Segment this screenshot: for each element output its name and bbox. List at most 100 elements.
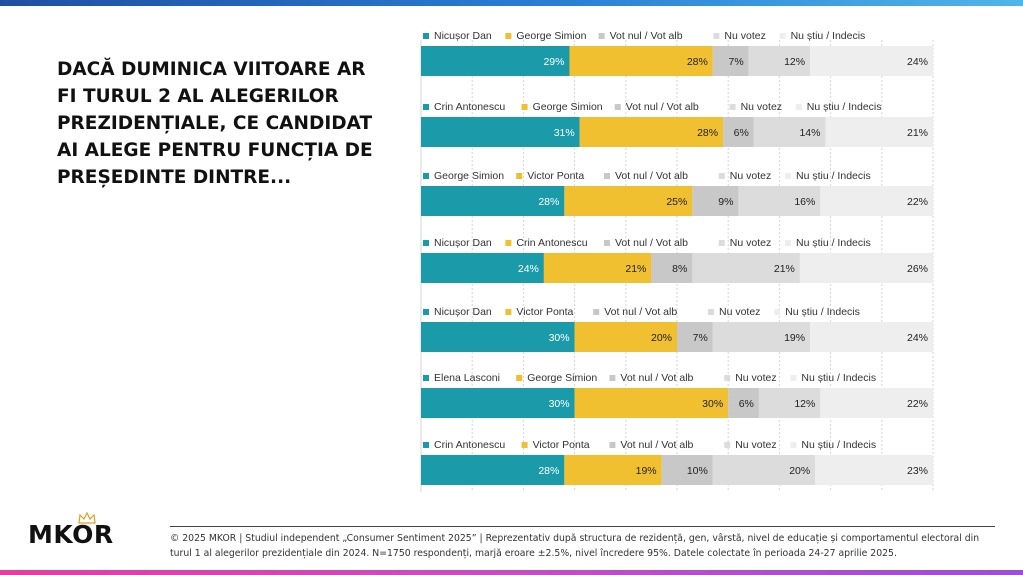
legend-label: Vot nul / Vot alb [620,372,693,384]
legend-label: George Simion [434,170,504,182]
legend-swatch [729,104,736,110]
legend-swatch [718,173,725,179]
bar-segment [564,186,693,216]
legend-label: Nu votez [735,372,776,384]
bar-segment [421,117,580,147]
bar-segment [815,455,933,485]
legend-swatch [724,442,731,448]
legend-swatch [795,104,802,110]
bar-segment [728,388,759,418]
legend-label: Nu știu / Indecis [791,30,866,42]
legend-swatch [521,104,528,110]
data-label: 28% [697,127,718,139]
data-label: 21% [625,263,646,275]
data-label: 20% [651,332,672,344]
bar-segment [748,46,811,76]
legend-label: Vot nul / Vot alb [615,170,688,182]
bar-segment [421,46,570,76]
legend-swatch [790,375,797,381]
bar-segment [579,117,724,147]
legend-label: Victor Ponta [533,439,590,451]
legend-swatch [708,309,714,315]
legend-swatch [423,375,429,381]
legend-label: Elena Lasconi [434,372,500,384]
data-label: 26% [907,263,928,275]
bar-segment [753,117,826,147]
data-label: 12% [784,56,805,68]
bar-segment [421,455,565,485]
bar-segment [421,186,565,216]
legend-label: George Simion [516,30,586,42]
data-label: 12% [794,398,815,410]
legend-swatch [516,173,523,179]
data-label: 21% [907,127,928,139]
legend-swatch [609,442,616,448]
bar-segment [723,117,754,147]
legend-label: Nu știu / Indecis [807,101,882,113]
data-label: 16% [794,196,815,208]
legend-label: Victor Ponta [527,170,584,182]
bar-segment [543,253,652,283]
bar-segment [574,322,677,352]
bar-segment [651,253,693,283]
data-label: 6% [739,398,754,410]
data-label: 25% [666,196,687,208]
legend-swatch [774,309,781,315]
bar-segment [820,186,933,216]
legend-label: Vot nul / Vot alb [615,237,688,249]
question-title: DACĂ DUMINICA VIITOARE AR FI TURUL 2 AL … [57,59,373,188]
bar-segment [712,322,811,352]
legend-label: Vot nul / Vot alb [604,306,677,318]
data-label: 30% [549,398,570,410]
legend-swatch [423,442,429,448]
bar-segment [692,186,739,216]
footer-divider [170,526,995,527]
bar-segment [569,46,713,76]
data-label: 30% [702,398,723,410]
data-label: 23% [907,465,928,477]
bar-segment [421,253,544,283]
legend-label: Nicușor Dan [434,237,492,249]
crown-icon [78,512,96,524]
bar-segment [738,186,821,216]
bar-segment [810,46,933,76]
bar-segment [712,46,749,76]
bar-segment [661,455,713,485]
data-label: 29% [543,56,564,68]
legend-label: Nu știu / Indecis [801,439,876,451]
legend-label: Nu știu / Indecis [796,237,871,249]
legend-swatch [779,33,786,39]
legend-label: Nu știu / Indecis [796,170,871,182]
data-label: 24% [518,263,539,275]
bar-segment [574,388,729,418]
legend-swatch [505,309,512,315]
legend-label: Crin Antonescu [434,101,505,113]
legend-swatch [604,173,610,179]
legend-swatch [593,309,600,315]
legend-swatch [521,442,528,448]
legend-swatch [505,33,512,39]
legend-swatch [785,173,791,179]
data-label: 6% [734,127,749,139]
legend-swatch [790,442,797,448]
data-label: 22% [907,398,928,410]
legend-swatch [423,33,429,39]
data-label: 8% [672,263,687,275]
legend-swatch [598,33,605,39]
data-label: 28% [538,196,559,208]
legend-swatch [423,309,429,315]
data-label: 10% [687,465,708,477]
legend-label: Crin Antonescu [434,439,505,451]
legend-swatch [505,240,512,246]
legend-label: Nu votez [730,237,771,249]
data-label: 9% [718,196,733,208]
legend-swatch [609,375,616,381]
legend-label: Nu știu / Indecis [785,306,860,318]
bar-segment [758,388,821,418]
data-label: 30% [549,332,570,344]
data-label: 19% [636,465,657,477]
legend-swatch [516,375,523,381]
legend-label: Nu votez [735,439,776,451]
data-label: 24% [907,56,928,68]
legend-label: George Simion [527,372,597,384]
